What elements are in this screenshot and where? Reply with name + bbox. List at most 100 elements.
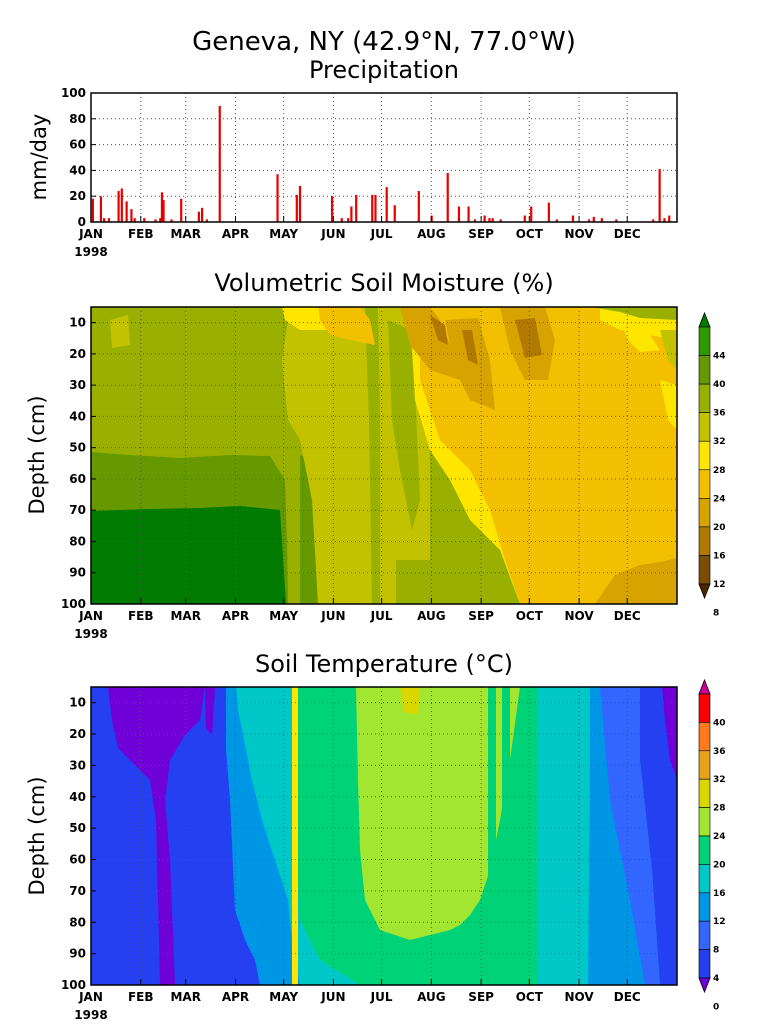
precip-y-tick-label: 20 <box>69 189 86 203</box>
precip-x-tick-label: JUL <box>370 227 393 241</box>
precip-x-tick-label: NOV <box>564 227 594 241</box>
temp-colorbar-label: 4 <box>713 974 719 984</box>
precip-bar <box>467 206 470 222</box>
precip-grid <box>91 93 677 222</box>
precip-bar <box>159 218 162 222</box>
temp-colorbar-segment <box>698 693 711 723</box>
temp-x-tick-label: JUL <box>370 990 393 1004</box>
moisture-region <box>400 307 460 380</box>
temp-colorbar-label: 24 <box>713 832 726 842</box>
precip-x-tick-label: OCT <box>516 227 544 241</box>
precip-bar <box>374 194 377 222</box>
moist-colorbar-segment <box>698 355 711 385</box>
moist-y-tick-label: 10 <box>69 316 86 330</box>
precip-x-tick-label: JAN <box>78 227 103 241</box>
temp-y-tick-label: 30 <box>69 758 86 772</box>
precip-bar <box>200 207 204 222</box>
moist-y-tick-label: 80 <box>69 534 86 548</box>
precip-plot-frame <box>90 92 678 223</box>
moisture-plot-frame <box>90 306 678 605</box>
precip-bar <box>483 215 486 222</box>
moist-colorbar-label: 20 <box>713 523 726 533</box>
precip-bar <box>393 205 396 222</box>
temp-x-tick-label: AUG <box>417 990 446 1004</box>
precip-bar <box>130 209 133 222</box>
temperature-region <box>108 687 205 985</box>
precip-bar <box>197 211 200 222</box>
moisture-region <box>515 318 542 358</box>
precip-y-tick-label: 100 <box>61 86 86 100</box>
moist-colorbar-label: 36 <box>713 409 726 419</box>
precip-y-axis-label: mm/day <box>27 114 51 201</box>
precip-bar <box>340 218 343 222</box>
precip-x-tick-label: MAY <box>269 227 298 241</box>
moist-y-tick-label: 60 <box>69 472 86 486</box>
precip-bar <box>133 218 136 222</box>
precip-bar <box>276 174 279 222</box>
temp-colorbar-segment <box>698 807 711 837</box>
moist-x-tick-label: OCT <box>516 609 544 623</box>
moist-x-tick-label: JUL <box>370 609 393 623</box>
temp-x-tick-label: OCT <box>516 990 544 1004</box>
precip-bar <box>571 215 575 222</box>
moisture-region <box>595 558 677 604</box>
moist-colorbar-label: 16 <box>713 551 726 561</box>
precip-year-label: 1998 <box>74 245 107 259</box>
precip-bar <box>99 196 103 222</box>
moist-colorbar-label: 8 <box>713 609 719 619</box>
temp-y-tick-label: 60 <box>69 853 86 867</box>
moist-colorbar-segment <box>698 383 711 413</box>
precip-bar <box>371 194 374 222</box>
precip-bar <box>446 172 449 222</box>
temp-x-tick-label: NOV <box>564 990 594 1004</box>
moist-colorbar-arrow-bottom <box>698 583 711 600</box>
moisture-region <box>388 320 420 530</box>
temp-colorbar-segment <box>698 949 711 979</box>
temperature-chart-title: Soil Temperature (°C) <box>255 650 513 678</box>
moist-colorbar-segment <box>698 526 711 556</box>
moist-y-tick-label: 100 <box>61 597 86 611</box>
moisture-region <box>91 506 286 604</box>
precip-bar <box>205 219 208 222</box>
precip-bar <box>530 206 533 222</box>
moisture-grid <box>91 307 677 604</box>
temperature-grid <box>91 687 677 985</box>
temp-y-tick-label: 100 <box>61 978 86 992</box>
temp-x-tick-label: FEB <box>128 990 154 1004</box>
temp-colorbar-label: 32 <box>713 775 726 785</box>
temperature-x-axis: JAN FEB MAR APR MAY JUN JUL AUG SEP OCT NOV DEC <box>78 979 641 1004</box>
moist-colorbar-label: 32 <box>713 437 726 447</box>
temp-y-tick-label: 50 <box>69 821 86 835</box>
moist-x-tick-label: APR <box>222 609 249 623</box>
precip-bar <box>298 185 302 222</box>
precip-bar <box>347 218 350 222</box>
precip-bar <box>600 218 603 222</box>
moist-x-tick-label: NOV <box>564 609 594 623</box>
precip-bar <box>331 196 334 222</box>
moisture-region <box>660 330 677 370</box>
temperature-year-label: 1998 <box>74 1008 107 1022</box>
precip-bar <box>592 216 595 222</box>
moist-colorbar-segment <box>698 440 711 471</box>
temperature-region <box>600 687 660 985</box>
moist-y-tick-label: 30 <box>69 378 86 392</box>
moist-colorbar-segment <box>698 498 711 528</box>
precip-bar <box>417 191 420 222</box>
temp-colorbar-label: 28 <box>713 804 726 814</box>
temperature-region <box>400 687 420 715</box>
moisture-region <box>282 307 330 330</box>
temp-x-tick-label: JAN <box>78 990 103 1004</box>
moist-colorbar-segment <box>698 412 711 442</box>
temperature-plot-frame <box>90 686 678 986</box>
moisture-colorbar: 44 40 36 32 28 24 20 16 12 8 <box>698 311 726 619</box>
temperature-y-axis-label: Depth (cm) <box>25 776 49 895</box>
moist-x-tick-label: MAY <box>269 609 298 623</box>
temp-y-tick-label: 90 <box>69 947 86 961</box>
precip-chart-title: Precipitation <box>309 56 459 84</box>
moisture-region <box>462 330 478 365</box>
precip-y-axis: 0 20 40 60 80 100 <box>61 86 96 229</box>
precip-bar <box>143 218 146 222</box>
temp-y-tick-label: 20 <box>69 727 86 741</box>
moisture-y-axis: 10 20 30 40 50 60 70 80 90 100 <box>61 316 96 611</box>
